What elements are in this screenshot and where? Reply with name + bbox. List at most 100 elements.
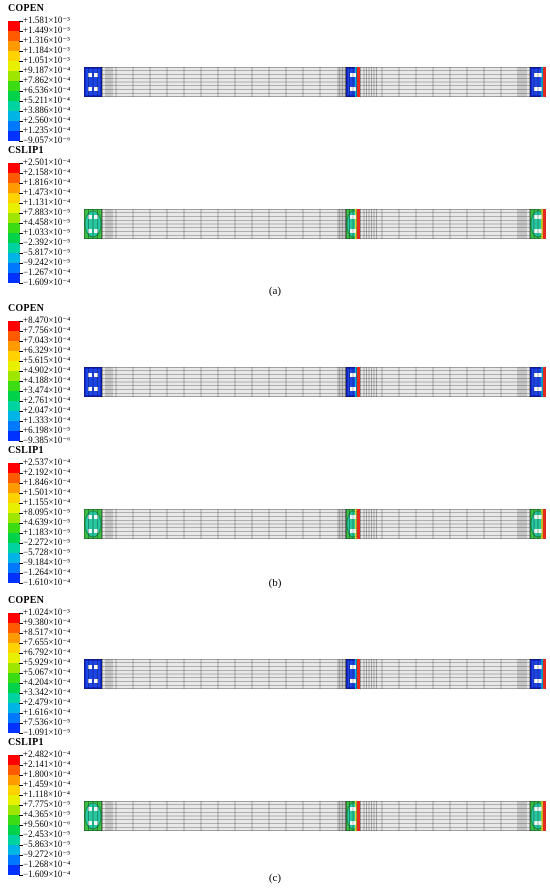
- legend-tick: [19, 733, 23, 734]
- legend-value: +1.846×10⁻⁴: [23, 477, 71, 487]
- legend-band: [8, 673, 128, 683]
- legend-band: [8, 81, 128, 91]
- legend-value: −5.863×10⁻⁵: [23, 839, 71, 849]
- legend-swatch: [8, 61, 20, 71]
- legend-tick: [19, 755, 23, 756]
- legend-value: −9.184×10⁻⁵: [23, 557, 71, 567]
- legend-value: +7.536×10⁻⁵: [23, 717, 71, 727]
- legend-value: +9.380×10⁻⁴: [23, 617, 71, 627]
- legend-value: −2.272×10⁻⁵: [23, 537, 71, 547]
- legend-tick: [19, 875, 23, 876]
- panel-3: COPEN +1.024×10⁻³ +9.380×10⁻⁴ +8.517×10⁻⁴ +7…: [0, 592, 550, 888]
- legend-band: [8, 573, 128, 583]
- legend-swatch: [8, 723, 20, 733]
- contour-variable-label: COPEN: [8, 303, 44, 314]
- legend-swatch: [8, 183, 20, 193]
- legend-band: [8, 845, 128, 855]
- legend-band: [8, 203, 128, 213]
- legend-band: [8, 223, 128, 233]
- legend-band: [8, 121, 128, 131]
- legend-band: [8, 493, 128, 503]
- color-legend: +2.501×10⁻⁴ +2.158×10⁻⁴ +1.816×10⁻⁴ +1.473×…: [8, 157, 128, 295]
- legend-value: −1.267×10⁻⁴: [23, 267, 71, 277]
- legend-value: +1.024×10⁻³: [23, 607, 70, 617]
- legend-tick: [19, 173, 23, 174]
- legend-band: [8, 623, 128, 633]
- legend-tick: [19, 693, 23, 694]
- legend-tick: [19, 233, 23, 234]
- legend-value: +8.517×10⁻⁴: [23, 627, 71, 637]
- legend-band: [8, 755, 128, 765]
- legend-value: +2.141×10⁻⁴: [23, 759, 71, 769]
- legend-swatch: [8, 553, 20, 563]
- legend-swatch: [8, 351, 20, 361]
- legend-swatch: [8, 341, 20, 351]
- legend-swatch: [8, 273, 20, 283]
- legend-band: [8, 401, 128, 411]
- legend-tick: [19, 183, 23, 184]
- legend-tick: [19, 815, 23, 816]
- legend-band: [8, 663, 128, 673]
- legend-tick: [19, 613, 23, 614]
- legend-band: [8, 41, 128, 51]
- legend-swatch: [8, 203, 20, 213]
- legend-swatch: [8, 463, 20, 473]
- legend-tick: [19, 653, 23, 654]
- contour-variable-label: CSLIP1: [8, 737, 44, 748]
- legend-tick: [19, 31, 23, 32]
- legend-band: [8, 273, 128, 283]
- right-contact-region: [529, 367, 546, 397]
- legend-band: [8, 253, 128, 263]
- middle-contact-region: [345, 367, 361, 397]
- legend-value: −9.057×10⁻⁶: [23, 135, 71, 145]
- legend-band: [8, 765, 128, 775]
- legend-band: [8, 785, 128, 795]
- legend-tick: [19, 663, 23, 664]
- legend-swatch: [8, 131, 20, 141]
- legend-band: [8, 805, 128, 815]
- legend-value: +5.211×10⁻⁴: [23, 95, 70, 105]
- legend-tick: [19, 703, 23, 704]
- legend-band: [8, 633, 128, 643]
- legend-band: [8, 483, 128, 493]
- legend-tick: [19, 163, 23, 164]
- legend-tick: [19, 835, 23, 836]
- legend-band: [8, 653, 128, 663]
- legend-tick: [19, 553, 23, 554]
- legend-value: +5.067×10⁻⁴: [23, 667, 71, 677]
- beam-contour-plot: [84, 801, 546, 831]
- legend-value: +1.449×10⁻³: [23, 25, 70, 35]
- legend-band: [8, 183, 128, 193]
- legend-band: [8, 835, 128, 845]
- legend-value: +1.184×10⁻³: [23, 45, 70, 55]
- legend-swatch: [8, 473, 20, 483]
- contour-variable-label: CSLIP1: [8, 145, 44, 156]
- middle-contact-region: [345, 209, 361, 239]
- legend-value: +1.581×10⁻³: [23, 15, 70, 25]
- legend-value: +1.616×10⁻⁴: [23, 707, 71, 717]
- legend-swatch: [8, 503, 20, 513]
- legend-swatch: [8, 321, 20, 331]
- legend-value: −1.609×10⁻⁴: [23, 277, 71, 287]
- legend-swatch: [8, 533, 20, 543]
- legend-value: +2.761×10⁻⁴: [23, 395, 71, 405]
- middle-contact-region: [345, 801, 361, 831]
- legend-tick: [19, 91, 23, 92]
- legend-band: [8, 391, 128, 401]
- legend-tick: [19, 805, 23, 806]
- legend-value: +2.537×10⁻⁴: [23, 457, 71, 467]
- legend-band: [8, 31, 128, 41]
- legend-swatch: [8, 243, 20, 253]
- legend-value: +1.316×10⁻³: [23, 35, 70, 45]
- legend-band: [8, 513, 128, 523]
- legend-tick: [19, 41, 23, 42]
- beam-contour-plot: [84, 367, 546, 397]
- legend-value: +7.883×10⁻⁵: [23, 207, 71, 217]
- legend-band: [8, 523, 128, 533]
- legend-tick: [19, 573, 23, 574]
- legend-tick: [19, 543, 23, 544]
- legend-tick: [19, 855, 23, 856]
- legend-tick: [19, 391, 23, 392]
- legend-tick: [19, 785, 23, 786]
- legend-value: +6.792×10⁻⁴: [23, 647, 71, 657]
